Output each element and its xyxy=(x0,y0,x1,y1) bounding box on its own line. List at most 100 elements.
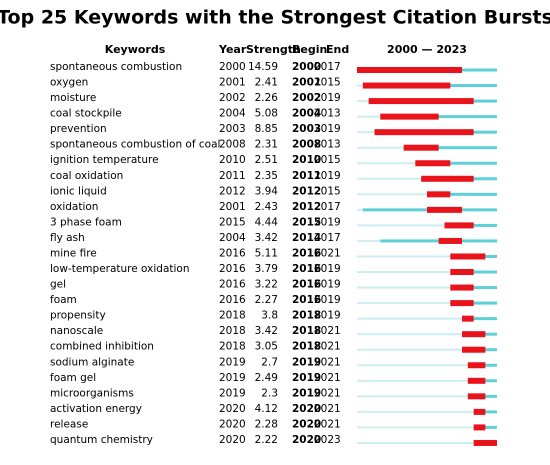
header-strength: Strength xyxy=(246,43,301,56)
year: 2015 xyxy=(219,216,246,228)
begin: 2020 xyxy=(292,434,321,446)
end: 2017 xyxy=(314,201,341,213)
year: 2018 xyxy=(219,341,246,353)
begin: 2012 xyxy=(292,201,321,213)
end: 2021 xyxy=(314,356,341,368)
strength: 2.27 xyxy=(255,294,278,306)
begin: 2012 xyxy=(292,185,321,197)
keyword: 3 phase foam xyxy=(50,216,122,228)
end: 2021 xyxy=(314,372,341,384)
keyword: ignition temperature xyxy=(50,154,159,166)
end: 2019 xyxy=(314,310,341,322)
timeline-before xyxy=(357,286,451,289)
strength: 3.05 xyxy=(255,341,278,353)
timeline-active xyxy=(462,317,497,321)
strength: 2.22 xyxy=(255,434,278,446)
timeline-before xyxy=(357,239,381,242)
end: 2019 xyxy=(314,263,341,275)
begin: 2018 xyxy=(292,341,321,353)
burst xyxy=(450,284,474,291)
begin: 2011 xyxy=(292,170,321,182)
year: 2019 xyxy=(219,387,246,399)
year: 2004 xyxy=(219,232,246,244)
strength: 2.35 xyxy=(255,170,278,182)
strength: 2.41 xyxy=(255,77,278,89)
end: 2019 xyxy=(314,279,341,291)
end: 2017 xyxy=(314,61,341,73)
year: 2020 xyxy=(219,403,246,415)
year: 2016 xyxy=(219,294,246,306)
year: 2012 xyxy=(219,185,246,197)
timeline-before xyxy=(357,146,404,149)
year: 2011 xyxy=(219,170,246,182)
year: 2016 xyxy=(219,247,246,259)
strength: 3.42 xyxy=(255,232,278,244)
burst xyxy=(450,269,474,276)
burst xyxy=(450,300,474,307)
timeline-before xyxy=(357,100,369,103)
begin: 2019 xyxy=(292,387,321,399)
year: 2010 xyxy=(219,154,246,166)
end: 2023 xyxy=(314,434,341,446)
keyword: moisture xyxy=(50,92,96,104)
timeline-before xyxy=(357,395,468,398)
burst xyxy=(357,67,462,73)
burst xyxy=(415,160,451,167)
timeline-before xyxy=(357,410,474,413)
year: 2019 xyxy=(219,356,246,368)
keyword: activation energy xyxy=(50,403,142,415)
keyword: gel xyxy=(50,279,66,291)
burst xyxy=(462,315,474,322)
timeline-active xyxy=(415,161,497,165)
keyword: propensity xyxy=(50,310,106,322)
end: 2021 xyxy=(314,247,341,259)
timeline-before xyxy=(357,255,451,258)
begin: 2000 xyxy=(292,61,321,73)
burst xyxy=(421,175,474,182)
burst xyxy=(368,98,474,105)
strength: 2.26 xyxy=(255,92,279,104)
timeline-active xyxy=(403,146,497,150)
keyword: release xyxy=(50,418,88,430)
burst xyxy=(380,113,439,120)
strength: 4.44 xyxy=(255,216,279,228)
strength: 2.43 xyxy=(255,201,278,213)
begin: 2016 xyxy=(292,279,321,291)
end: 2019 xyxy=(314,216,341,228)
header-begin: Begin xyxy=(292,43,327,56)
end: 2019 xyxy=(314,123,341,135)
timeline-before xyxy=(357,208,363,211)
timeline-before xyxy=(357,162,416,165)
strength: 3.79 xyxy=(255,263,278,275)
end: 2019 xyxy=(314,294,341,306)
strength: 3.94 xyxy=(255,185,279,197)
timeline-before xyxy=(357,177,422,180)
year: 2000 xyxy=(219,61,246,73)
timeline-before xyxy=(357,302,451,305)
end: 2021 xyxy=(314,325,341,337)
strength: 2.28 xyxy=(255,418,278,430)
burst xyxy=(462,331,486,338)
end: 2021 xyxy=(314,403,341,415)
burst xyxy=(462,346,486,353)
timeline-before xyxy=(357,348,462,351)
burst xyxy=(467,393,486,400)
keyword: ionic liquid xyxy=(50,185,107,197)
begin: 2010 xyxy=(292,154,321,166)
header-end: End xyxy=(326,43,349,56)
timeline-active xyxy=(427,192,497,196)
begin: 2018 xyxy=(292,310,321,322)
burst xyxy=(473,439,497,446)
year: 2008 xyxy=(219,139,246,151)
end: 2015 xyxy=(314,185,341,197)
timeline-before xyxy=(357,84,363,87)
year: 2016 xyxy=(219,279,246,291)
burst xyxy=(473,424,486,431)
strength: 8.85 xyxy=(255,123,278,135)
year: 2016 xyxy=(219,263,246,275)
burst xyxy=(467,377,486,384)
burst xyxy=(427,206,462,213)
begin: 2016 xyxy=(292,247,321,259)
year: 2020 xyxy=(219,418,246,430)
